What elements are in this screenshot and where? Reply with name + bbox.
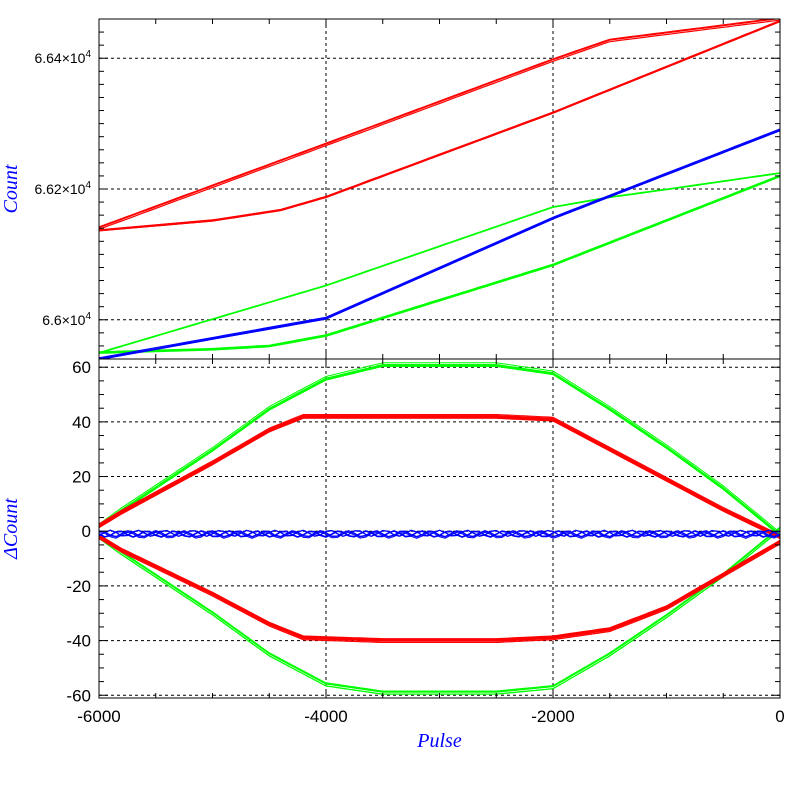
series-line-1-0 — [99, 172, 780, 354]
x-tick-label: -4000 — [304, 707, 347, 726]
series-line-0-0 — [99, 19, 779, 229]
series-line-0-1 — [99, 529, 780, 695]
series-line-1-1 — [99, 536, 780, 642]
y-tick-label: -60 — [66, 686, 91, 705]
series-line-0-0 — [99, 365, 780, 537]
series-line-2-0 — [99, 531, 780, 539]
series-line-1-1 — [99, 175, 780, 353]
series-line-0-1 — [99, 20, 780, 231]
series-line-0-0 — [99, 365, 780, 536]
series-line-1-0 — [99, 172, 780, 354]
x-tick-label: -2000 — [531, 707, 574, 726]
y-tick-label: 6.6×104 — [42, 311, 91, 328]
series-line-0-0 — [99, 365, 780, 537]
x-tick-label: 0 — [775, 707, 784, 726]
y-tick-label: -40 — [66, 632, 91, 651]
series-line-2-0 — [99, 530, 780, 538]
series-line-1-0 — [99, 415, 780, 537]
series-line-1-1 — [99, 536, 780, 642]
series-line-0-0 — [99, 364, 780, 535]
y-tick-label: 60 — [72, 358, 91, 377]
series-line-0-0 — [99, 364, 780, 536]
y-tick-label: 40 — [72, 413, 91, 432]
series-line-2-0 — [99, 130, 780, 359]
series-line-1-0 — [99, 416, 780, 539]
plot-area — [99, 362, 780, 695]
series-line-1-0 — [99, 414, 780, 536]
x-axis-label: Pulse — [416, 730, 462, 752]
plot-area — [99, 19, 780, 359]
series-line-1-0 — [99, 172, 780, 354]
y-tick-label: 20 — [72, 468, 91, 487]
series-line-2-0 — [99, 130, 780, 359]
series-line-1-0 — [99, 172, 780, 354]
y-axis-label: ΔCount — [0, 498, 22, 560]
series-line-1-1 — [99, 538, 780, 643]
series-line-1-0 — [99, 417, 780, 540]
series-line-1-1 — [99, 175, 780, 354]
x-tick-label: -6000 — [77, 707, 120, 726]
series-line-2-0 — [99, 129, 780, 359]
series-line-0-1 — [99, 19, 780, 231]
series-line-0-1 — [99, 529, 780, 695]
y-tick-label: 6.62×104 — [34, 180, 91, 197]
series-line-0-0 — [99, 362, 780, 533]
series-line-1-1 — [99, 534, 780, 640]
axes-frame — [98, 358, 781, 699]
series-line-1-1 — [99, 535, 780, 641]
series-line-2-0 — [99, 128, 780, 359]
series-line-1-1 — [99, 176, 780, 354]
series-line-0-1 — [99, 21, 780, 232]
series-line-1-1 — [99, 534, 780, 640]
y-tick-label: 0 — [82, 522, 91, 541]
y-tick-label: 6.64×104 — [34, 49, 91, 66]
series-line-0-1 — [99, 21, 780, 232]
series-line-0-0 — [99, 19, 780, 230]
panel-bottom: -60 -40 -20 0 20 40 60 -6000 -4000 -2000 0 Pulse ΔCo… — [0, 358, 785, 752]
panel-top: 6.6×104 6.62×104 6.64×104 Count — [0, 18, 781, 360]
series-line-1-1 — [99, 174, 780, 353]
y-axis-label: Count — [0, 164, 22, 213]
series-line-1-0 — [99, 414, 780, 537]
series-line-1-0 — [99, 417, 780, 539]
y-tick-label: -20 — [66, 577, 91, 596]
series-line-0-0 — [99, 364, 780, 535]
series-line-0-0 — [99, 365, 780, 537]
series-line-2-0 — [99, 529, 780, 537]
series-line-0-0 — [99, 19, 780, 229]
series-line-0-0 — [99, 364, 780, 535]
series-line-0-1 — [99, 527, 780, 693]
series-line-0-0 — [99, 19, 775, 228]
